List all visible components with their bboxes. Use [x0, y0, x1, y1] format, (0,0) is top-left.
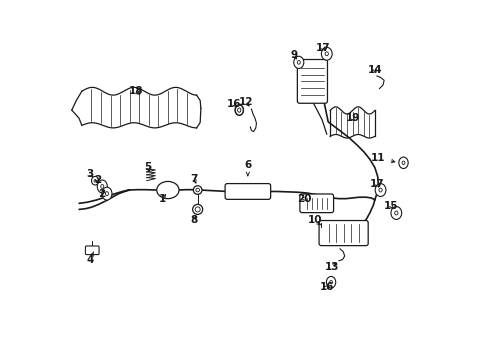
- Ellipse shape: [321, 47, 332, 60]
- Text: 6: 6: [244, 160, 251, 176]
- Circle shape: [196, 188, 199, 192]
- Text: 11: 11: [371, 153, 395, 163]
- Ellipse shape: [379, 188, 382, 192]
- Ellipse shape: [326, 276, 336, 288]
- Ellipse shape: [325, 52, 328, 56]
- Text: 1: 1: [159, 194, 166, 204]
- Ellipse shape: [375, 184, 386, 197]
- Ellipse shape: [402, 161, 405, 165]
- Text: 15: 15: [384, 201, 398, 211]
- Circle shape: [194, 186, 202, 194]
- Ellipse shape: [395, 211, 398, 215]
- Circle shape: [195, 207, 200, 212]
- Circle shape: [193, 204, 203, 215]
- Ellipse shape: [238, 108, 241, 112]
- Text: 3: 3: [86, 168, 94, 179]
- Text: 9: 9: [291, 50, 298, 60]
- Ellipse shape: [235, 105, 244, 116]
- Text: 16: 16: [227, 99, 242, 109]
- Text: 13: 13: [324, 262, 339, 272]
- FancyBboxPatch shape: [300, 194, 334, 213]
- Ellipse shape: [105, 192, 108, 195]
- Ellipse shape: [157, 181, 179, 199]
- Ellipse shape: [391, 207, 402, 220]
- Text: 2: 2: [98, 189, 105, 199]
- Ellipse shape: [235, 105, 243, 115]
- Text: 10: 10: [308, 215, 322, 225]
- FancyBboxPatch shape: [319, 221, 368, 246]
- Text: 7: 7: [191, 174, 198, 184]
- Ellipse shape: [238, 108, 241, 112]
- FancyBboxPatch shape: [297, 59, 327, 103]
- Text: 12: 12: [239, 97, 253, 107]
- Ellipse shape: [399, 157, 408, 168]
- Text: 4: 4: [86, 252, 94, 265]
- Text: 20: 20: [297, 194, 312, 204]
- Text: 18: 18: [128, 86, 143, 96]
- Ellipse shape: [297, 60, 300, 64]
- FancyBboxPatch shape: [85, 246, 99, 255]
- Text: 17: 17: [369, 179, 384, 189]
- Text: 5: 5: [144, 162, 151, 172]
- Text: 16: 16: [319, 282, 334, 292]
- FancyBboxPatch shape: [225, 184, 270, 199]
- Ellipse shape: [94, 179, 96, 182]
- Ellipse shape: [92, 176, 98, 185]
- Ellipse shape: [330, 280, 333, 284]
- Ellipse shape: [101, 185, 104, 188]
- Ellipse shape: [97, 180, 107, 193]
- Text: 2: 2: [94, 175, 101, 185]
- Ellipse shape: [102, 187, 112, 200]
- Text: 17: 17: [316, 43, 330, 53]
- Ellipse shape: [294, 56, 304, 68]
- Text: 8: 8: [191, 215, 197, 225]
- Text: 14: 14: [368, 64, 382, 75]
- Text: 19: 19: [345, 113, 360, 123]
